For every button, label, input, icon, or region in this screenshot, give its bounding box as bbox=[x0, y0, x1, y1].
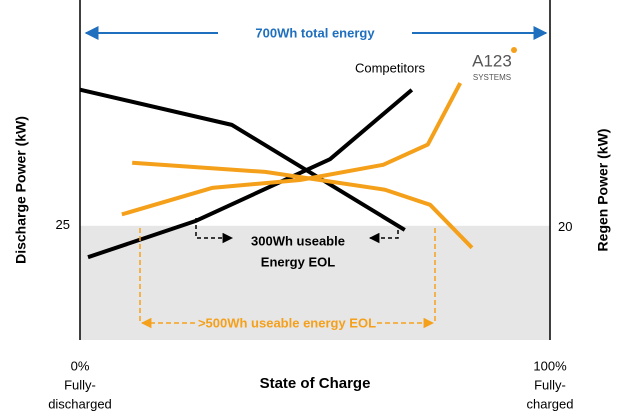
annotation: 300Wh useable bbox=[251, 233, 345, 248]
x-tick-note: Fully- bbox=[534, 377, 566, 392]
label-bg bbox=[218, 24, 412, 42]
x-tick-label: 100% bbox=[533, 358, 567, 373]
data-line bbox=[79, 87, 406, 232]
x-tick-label: 0% bbox=[71, 358, 90, 373]
x-axis-label: State of Charge bbox=[260, 375, 371, 392]
y2-tick-label: 20 bbox=[558, 219, 572, 234]
bracket bbox=[195, 218, 234, 244]
y-tick-label: 25 bbox=[56, 217, 70, 232]
annotation: >500Wh useable energy EOL bbox=[198, 315, 376, 330]
annotation: Energy EOL bbox=[261, 254, 335, 269]
x-tick-note: discharged bbox=[48, 396, 112, 411]
x-tick-note: Fully- bbox=[64, 377, 96, 392]
data-line bbox=[87, 88, 414, 260]
bracket bbox=[368, 230, 399, 244]
logo: SYSTEMS bbox=[473, 73, 511, 82]
x-tick-note: charged bbox=[527, 396, 574, 411]
annotation: Competitors bbox=[355, 60, 426, 75]
data-line bbox=[132, 160, 474, 250]
logo: A123 bbox=[472, 51, 512, 70]
y-axis-label: Discharge Power (kW) bbox=[13, 116, 29, 264]
data-line bbox=[121, 82, 462, 217]
annotation: 700Wh total energy bbox=[255, 25, 375, 40]
logo-dot bbox=[511, 47, 517, 53]
y2-axis-label: Regen Power (kW) bbox=[595, 129, 611, 252]
